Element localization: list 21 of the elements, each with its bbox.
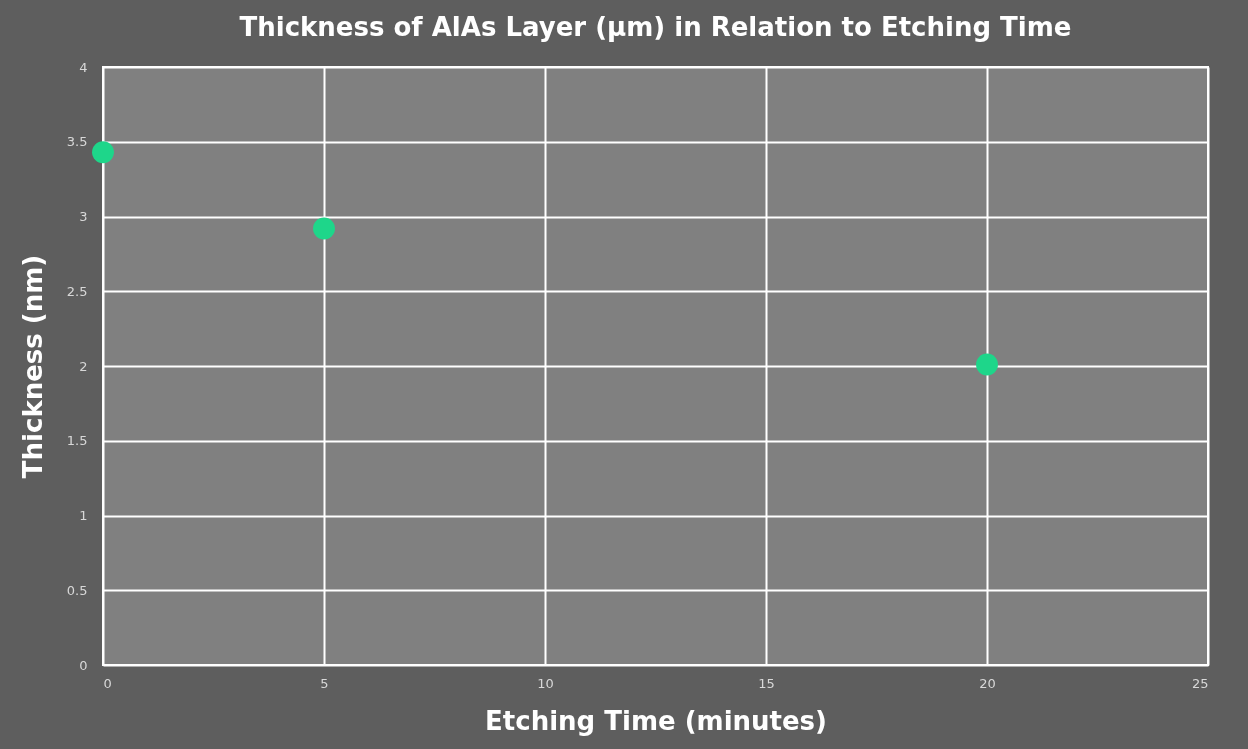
x-tick-label: 20	[979, 675, 996, 691]
x-tick-label: 10	[537, 675, 554, 691]
point	[92, 141, 114, 164]
y-tick-label: 1.5	[66, 433, 88, 449]
y-tick-label: 0.5	[66, 582, 88, 598]
y-axis-title: Thickness (nm)	[17, 254, 48, 479]
y-tick-label: 3.5	[66, 134, 88, 150]
x-tick-label: 25	[1191, 675, 1209, 691]
point	[976, 353, 998, 376]
x-tick-label: 15	[758, 675, 775, 691]
chart-title: Thickness of AlAs Layer (µm) in Relation to Etching Time	[239, 12, 1072, 42]
x-tick-label: 5	[320, 675, 329, 691]
x-tick-label: 0	[103, 675, 112, 691]
y-tick-label: 4	[79, 59, 88, 75]
point	[313, 217, 335, 240]
y-tick-label: 1	[79, 508, 88, 523]
y-tick-label: 2.5	[66, 283, 88, 299]
y-tick-label: 2	[79, 358, 88, 374]
y-tick-label: 3	[79, 209, 88, 224]
x-axis-title: Etching Time (minutes)	[485, 705, 827, 736]
y-tick-label: 0	[79, 657, 88, 673]
